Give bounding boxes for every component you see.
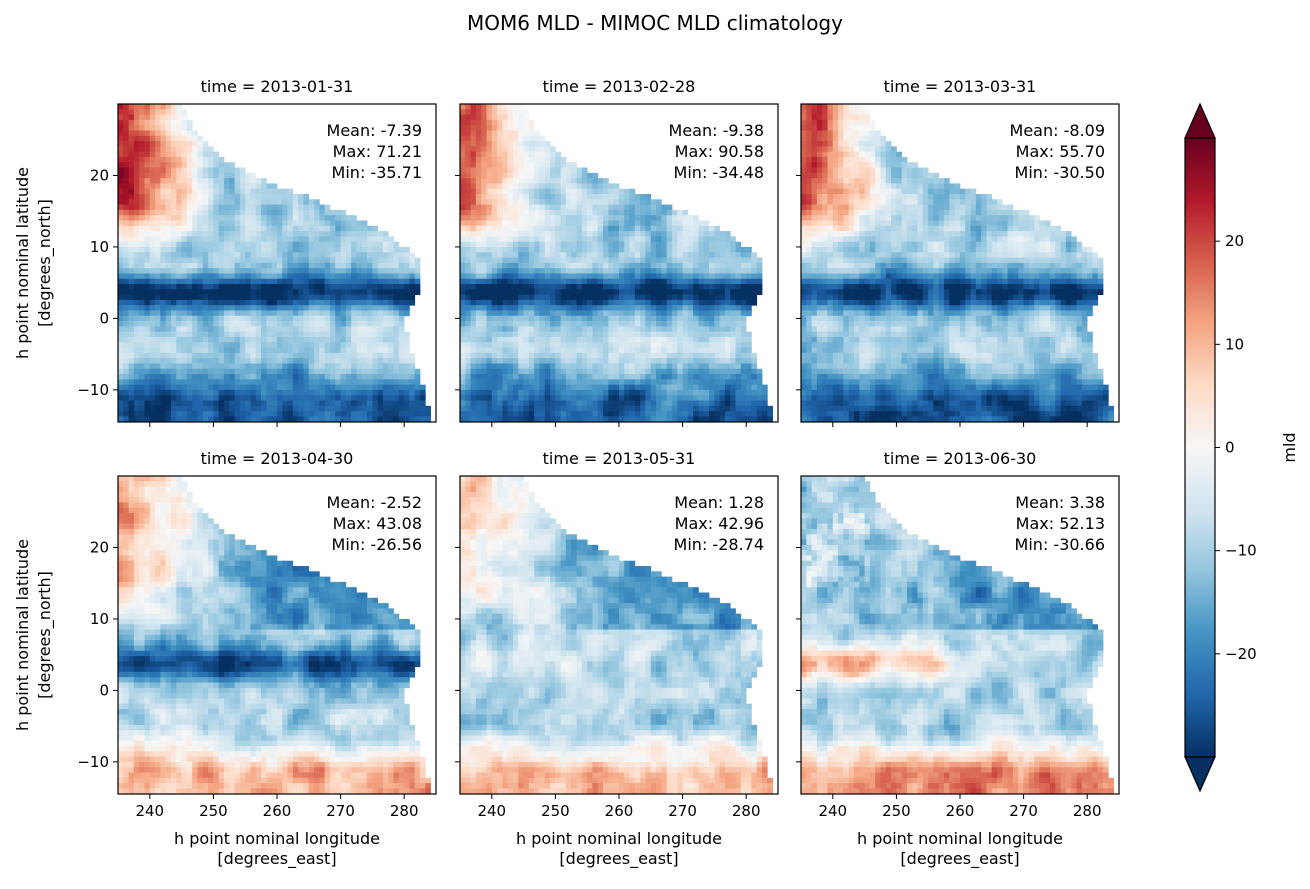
heatmap-cells: [801, 476, 1119, 794]
panel-2: time = 2013-02-28 Mean: -9.38 Max: 90.58 Mi…: [455, 77, 779, 427]
heatmap-cells: [118, 104, 436, 422]
stats-min: Min: -30.50: [1015, 163, 1105, 182]
stats-min: Min: -35.71: [332, 163, 422, 182]
x-tick-label: 260: [605, 802, 634, 820]
x-tick-label: 250: [199, 802, 228, 820]
stats-max: Max: 90.58: [675, 142, 764, 161]
x-tick-label: 240: [477, 802, 506, 820]
y-tick-label: 10: [90, 610, 109, 628]
y-tick-label: 20: [90, 166, 109, 184]
x-tick-label: 250: [541, 802, 570, 820]
y-axis-label: h point nominal latitude: [13, 167, 32, 359]
x-tick-label: 270: [668, 802, 697, 820]
stats-mean: Mean: -9.38: [669, 121, 764, 140]
panel-3: time = 2013-03-31 Mean: -8.09 Max: 55.70 Mi…: [796, 77, 1120, 427]
x-tick-label: 240: [818, 802, 847, 820]
colorbar-label: mld: [1280, 432, 1299, 462]
heatmap-cells: [801, 104, 1119, 422]
x-tick-label: 260: [263, 802, 292, 820]
panel-title: time = 2013-06-30: [884, 449, 1037, 468]
stats-mean: Mean: -2.52: [327, 493, 422, 512]
stats-max: Max: 42.96: [675, 514, 764, 533]
stats-max: Max: 71.21: [333, 142, 422, 161]
y-axis-label-unit: [degrees_north]: [35, 199, 55, 327]
y-tick-label: 10: [90, 238, 109, 256]
x-tick-label: 270: [326, 802, 355, 820]
x-tick-label: 270: [1009, 802, 1038, 820]
colorbar-tick-label: 20: [1225, 232, 1244, 250]
heatmap-cells: [460, 104, 778, 422]
panel-1: time = 2013-01-31 Mean: -7.39 Max: 71.21 Mi…: [13, 77, 437, 427]
stats-mean: Mean: 1.28: [674, 493, 764, 512]
stats-max: Max: 52.13: [1016, 514, 1105, 533]
colorbar-extend-max: [1184, 102, 1216, 139]
stats-max: Max: 43.08: [333, 514, 422, 533]
colorbar-tick-label: −10: [1225, 542, 1257, 560]
y-tick-label: 0: [99, 309, 109, 327]
colorbar-tick-label: −20: [1225, 645, 1257, 663]
x-tick-label: 260: [946, 802, 975, 820]
x-tick-label: 280: [1073, 802, 1102, 820]
stats-mean: Mean: -8.09: [1010, 121, 1105, 140]
stats-min: Min: -34.48: [674, 163, 764, 182]
panel-title: time = 2013-02-28: [543, 77, 696, 96]
x-tick-label: 280: [390, 802, 419, 820]
stats-min: Min: -28.74: [674, 535, 764, 554]
x-axis-label-unit: [degrees_east]: [900, 849, 1019, 869]
colorbar-tick-label: 10: [1225, 335, 1244, 353]
stats-mean: Mean: 3.38: [1015, 493, 1105, 512]
colorbar-extend-min: [1184, 756, 1216, 793]
panel-title: time = 2013-01-31: [201, 77, 354, 96]
x-axis-label-unit: [degrees_east]: [217, 849, 336, 869]
stats-min: Min: -26.56: [332, 535, 422, 554]
y-tick-label: 0: [99, 681, 109, 699]
x-tick-label: 280: [732, 802, 761, 820]
panel-title: time = 2013-03-31: [884, 77, 1037, 96]
colorbar: −20 −10 0 10 20 mld: [1184, 102, 1299, 793]
y-tick-label: −10: [77, 381, 109, 399]
heatmap-cells: [118, 476, 436, 794]
y-tick-label: −10: [77, 753, 109, 771]
y-tick-label: 20: [90, 538, 109, 556]
figure-title: MOM6 MLD - MIMOC MLD climatology: [467, 11, 843, 35]
x-axis-label-unit: [degrees_east]: [559, 849, 678, 869]
y-axis-label: h point nominal latitude: [13, 539, 32, 731]
panel-title: time = 2013-05-31: [543, 449, 696, 468]
x-tick-label: 240: [135, 802, 164, 820]
panel-6: time = 2013-06-30 Mean: 3.38 Max: 52.13 Min…: [796, 449, 1120, 869]
colorbar-gradient: [1185, 138, 1215, 757]
panel-4: time = 2013-04-30 Mean: -2.52 Max: 43.08 Mi…: [13, 449, 437, 869]
x-tick-label: 250: [882, 802, 911, 820]
stats-max: Max: 55.70: [1016, 142, 1105, 161]
x-axis-label: h point nominal longitude: [174, 829, 380, 848]
x-axis-label: h point nominal longitude: [857, 829, 1063, 848]
panel-5: time = 2013-05-31 Mean: 1.28 Max: 42.96 Min…: [455, 449, 779, 869]
heatmap-cells: [460, 476, 778, 794]
stats-mean: Mean: -7.39: [327, 121, 422, 140]
x-axis-label: h point nominal longitude: [516, 829, 722, 848]
y-axis-label-unit: [degrees_north]: [35, 571, 55, 699]
stats-min: Min: -30.66: [1015, 535, 1105, 554]
colorbar-tick-label: 0: [1225, 439, 1235, 457]
panel-title: time = 2013-04-30: [201, 449, 354, 468]
